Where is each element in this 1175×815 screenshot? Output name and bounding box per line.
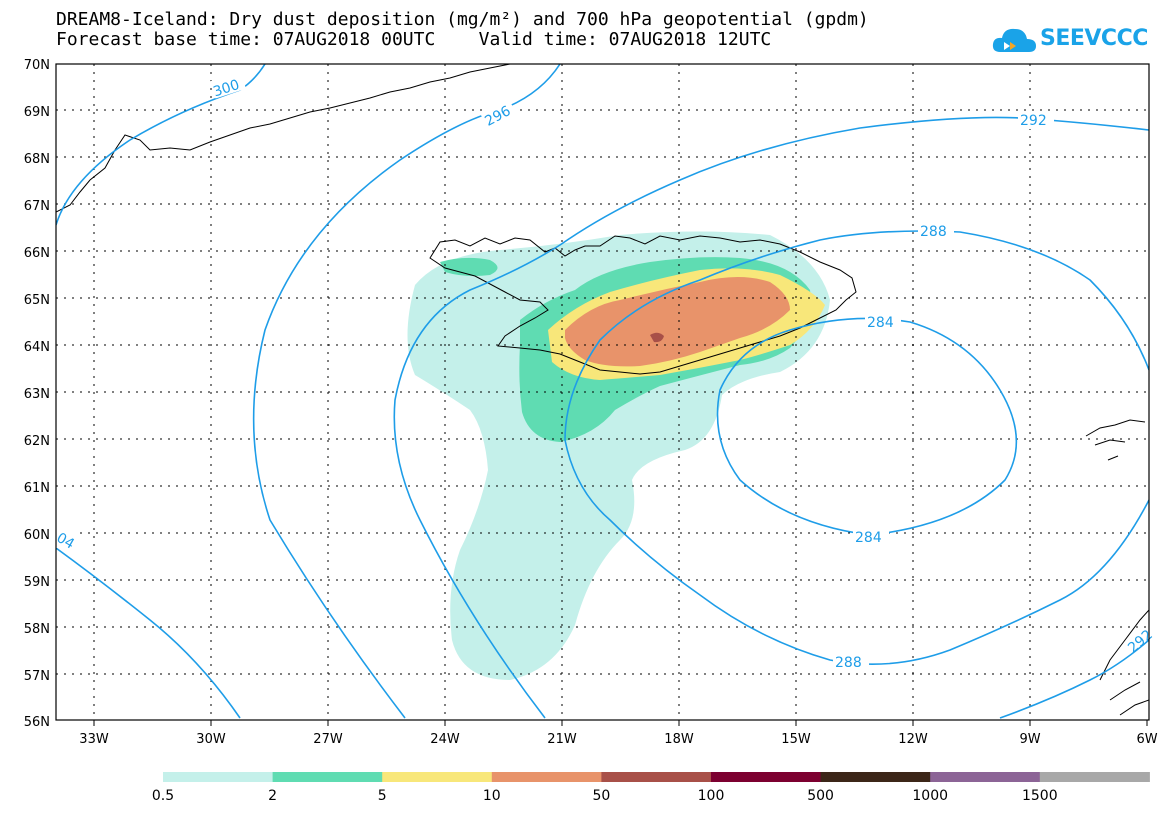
lat-label: 66N (24, 246, 50, 261)
lon-label: 18W (664, 732, 694, 747)
lon-label: 12W (898, 732, 928, 747)
legend-label: 50 (592, 788, 610, 804)
lat-label: 69N (24, 105, 50, 120)
lat-label: 61N (24, 481, 50, 496)
contour-label-284b: 284 (855, 530, 882, 546)
lat-label: 67N (24, 199, 50, 214)
map-frame (55, 63, 1150, 721)
legend-swatch (382, 772, 493, 782)
contour-300 (56, 64, 266, 226)
lat-label: 64N (24, 340, 50, 355)
contour-label-304: 04 (54, 530, 78, 553)
legend-swatch (930, 772, 1041, 782)
lat-label: 59N (24, 575, 50, 590)
lon-label: 24W (430, 732, 460, 747)
lat-label: 68N (24, 152, 50, 167)
contour-label-288: 288 (920, 224, 947, 240)
lat-label: 62N (24, 434, 50, 449)
dust-area-10 (565, 277, 790, 367)
lon-label: 6W (1136, 732, 1157, 747)
legend-swatch (163, 772, 274, 782)
grid-lines (56, 64, 1149, 720)
legend-label: 500 (807, 788, 834, 804)
contour-284 (716, 317, 1018, 536)
lon-label: 33W (79, 732, 109, 747)
lat-label: 65N (24, 293, 50, 308)
contour-304 (56, 547, 241, 719)
contour-label-300: 300 (211, 77, 241, 100)
dust-area-2-nw (440, 257, 498, 276)
legend-swatch (711, 772, 822, 782)
legend-label: 1000 (912, 788, 948, 804)
lon-label: 30W (196, 732, 226, 747)
map-subtitle: Forecast base time: 07AUG2018 00UTC Vali… (56, 29, 772, 50)
legend-swatch (820, 772, 931, 782)
lon-label: 15W (781, 732, 811, 747)
longitude-labels: 33W 30W 27W 24W 21W 18W 15W 12W 9W 6W (79, 732, 1157, 747)
color-legend: 0.5 2 5 10 50 100 500 1000 1500 (152, 772, 1150, 804)
lon-label: 9W (1019, 732, 1040, 747)
legend-swatch (601, 772, 712, 782)
contour-292 (393, 116, 1149, 719)
lat-label: 70N (24, 58, 50, 73)
latitude-labels: 70N 69N 68N 67N 66N 65N 64N 63N 62N 61N … (24, 58, 50, 730)
cloud-icon (992, 28, 1036, 52)
legend-swatch (1039, 772, 1150, 782)
contour-288 (564, 230, 1149, 666)
legend-label: 0.5 (152, 788, 174, 804)
dust-area-50 (650, 332, 664, 343)
contour-label-284: 284 (867, 315, 894, 331)
lat-label: 56N (24, 715, 50, 730)
legend-swatch (491, 772, 602, 782)
coastline (56, 64, 1149, 716)
map-title: DREAM8-Iceland: Dry dust deposition (mg/… (56, 9, 869, 30)
legend-label: 100 (698, 788, 725, 804)
lat-label: 57N (24, 669, 50, 684)
contour-label-288b: 288 (835, 655, 862, 671)
axis-ticks (93, 720, 1148, 726)
logo-text: SEEVCCC (1040, 26, 1148, 51)
contour-label-292: 292 (1020, 113, 1047, 129)
lat-label: 58N (24, 622, 50, 637)
legend-label: 1500 (1022, 788, 1058, 804)
lon-label: 27W (313, 732, 343, 747)
lat-label: 60N (24, 528, 50, 543)
legend-label: 5 (378, 788, 387, 804)
legend-label: 10 (483, 788, 501, 804)
lat-label: 63N (24, 387, 50, 402)
contour-label-292-se: 292 (1125, 627, 1156, 656)
contour-292-se (999, 639, 1149, 719)
legend-swatch (272, 772, 383, 782)
seevccc-logo: SEEVCCC (990, 20, 1150, 60)
legend-label: 2 (268, 788, 277, 804)
lon-label: 21W (547, 732, 577, 747)
